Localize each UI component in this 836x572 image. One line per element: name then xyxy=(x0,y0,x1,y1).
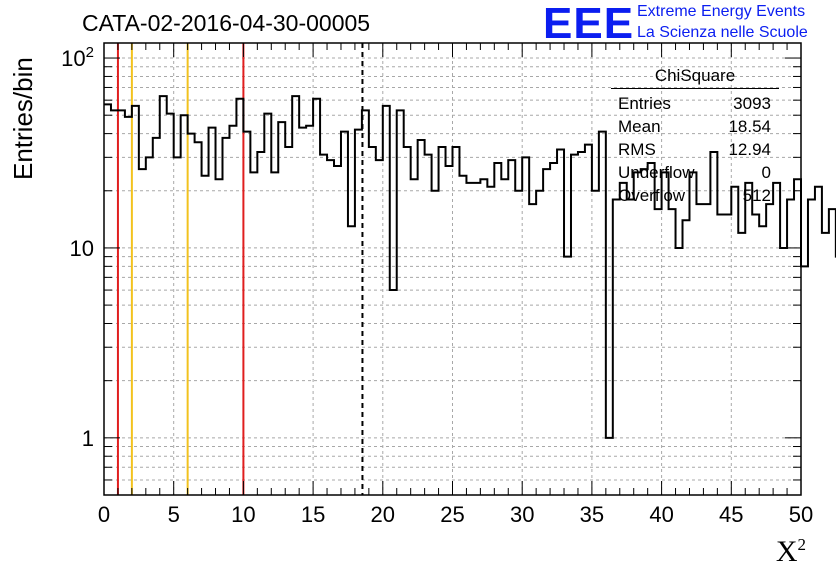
stats-value: 0 xyxy=(761,163,771,182)
stats-value: 18.54 xyxy=(728,117,771,136)
chart-title: CATA-02-2016-04-30-00005 xyxy=(82,10,371,36)
stats-box: ChiSquare Entries 3093 Mean 18.54 RMS 12.94… xyxy=(611,66,779,207)
logo-text-line2: La Scienza nelle Scuole xyxy=(637,24,808,41)
y-tick-label: 102 xyxy=(61,44,94,71)
y-tick-label-exponent: 2 xyxy=(86,44,94,61)
stats-value: 12.94 xyxy=(728,140,771,159)
stats-row: Overflow 512 xyxy=(611,184,779,207)
stats-row: RMS 12.94 xyxy=(611,138,779,161)
y-axis-title: Entries/bin xyxy=(8,57,38,180)
y-tick-label: 10 xyxy=(70,236,94,261)
stats-label: Entries xyxy=(618,94,671,113)
x-tick-label: 20 xyxy=(371,502,395,527)
reference-lines xyxy=(116,43,364,495)
stats-row: Mean 18.54 xyxy=(611,115,779,138)
y-tick-label-base: 10 xyxy=(61,46,85,71)
x-tick-label: 35 xyxy=(580,502,604,527)
x-tick-label: 45 xyxy=(719,502,743,527)
stats-row: Entries 3093 xyxy=(611,92,779,115)
x-tick-label: 5 xyxy=(168,502,180,527)
stats-label: Mean xyxy=(618,117,661,136)
stats-value: 512 xyxy=(742,186,771,205)
axis-ticks xyxy=(103,43,802,496)
x-axis-title: X2 xyxy=(776,535,806,569)
x-tick-label: 10 xyxy=(231,502,255,527)
stats-label: RMS xyxy=(618,140,656,159)
x-axis-title-base: X xyxy=(775,535,798,568)
stats-box-title: ChiSquare xyxy=(611,66,779,89)
x-axis-title-superscript: 2 xyxy=(797,535,807,554)
eee-logo: EEE xyxy=(543,0,635,48)
x-tick-label: 50 xyxy=(789,502,813,527)
histogram xyxy=(104,95,836,439)
y-tick-label: 1 xyxy=(82,426,94,451)
stats-label: Underflow xyxy=(618,163,695,182)
x-tick-label: 40 xyxy=(649,502,673,527)
stats-value: 3093 xyxy=(733,94,771,113)
stats-row: Underflow 0 xyxy=(611,161,779,184)
logo-text-line1: Extreme Energy Events xyxy=(637,3,806,20)
x-tick-label: 25 xyxy=(440,502,464,527)
y-axis-title-wrap: Entries/bin xyxy=(8,46,38,186)
histogram-outline xyxy=(104,95,836,439)
x-tick-label: 30 xyxy=(510,502,534,527)
stats-label: Overflow xyxy=(618,186,686,205)
x-tick-label: 0 xyxy=(98,502,110,527)
x-tick-label: 15 xyxy=(301,502,325,527)
